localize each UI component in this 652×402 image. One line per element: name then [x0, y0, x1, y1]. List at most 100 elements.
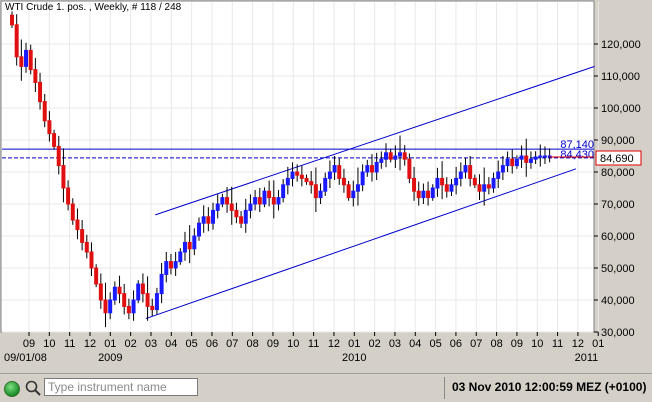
price-level-label-1: 84,430 — [560, 149, 594, 161]
candle-body — [285, 177, 290, 186]
candle-body — [197, 222, 202, 237]
candle-body — [454, 177, 459, 186]
candle-body — [10, 14, 14, 26]
candle-body — [42, 101, 47, 122]
candle-body — [122, 293, 127, 307]
x-tick-label-12: 09 — [267, 338, 279, 350]
candle-body — [206, 216, 211, 224]
candle-body — [103, 299, 108, 314]
candle-body — [154, 293, 159, 311]
candle-body — [491, 177, 496, 189]
y-tick-label-3: 60,000 — [601, 231, 635, 243]
candle-body — [477, 184, 482, 192]
datetime-display: 03 Nov 2010 12:00:59 MEZ (+0100) — [452, 380, 647, 394]
candle-body — [351, 190, 356, 199]
candle-body — [225, 197, 230, 205]
x-tick-label-23: 08 — [490, 338, 502, 350]
x-tick-label-13: 10 — [287, 338, 299, 350]
candle-body — [542, 155, 547, 158]
candle-body — [52, 133, 57, 147]
y-tick-label-8: 110,000 — [601, 71, 640, 83]
candle-body — [112, 286, 117, 301]
candle-body — [262, 190, 267, 205]
x-tick-label-24: 09 — [511, 338, 523, 350]
candle-body — [14, 24, 19, 58]
candle-body — [70, 203, 75, 221]
candle-body — [402, 152, 407, 160]
trend-line-lower — [145, 168, 577, 320]
candle-body — [215, 203, 220, 211]
candle-body — [168, 261, 173, 269]
candle-body — [496, 171, 501, 179]
candle-body — [482, 184, 487, 192]
candle-body — [253, 197, 258, 205]
candle-body — [187, 241, 192, 250]
price-level-label-0: 87,140 — [560, 139, 594, 151]
candle-body — [369, 165, 374, 173]
candle-body — [313, 184, 318, 199]
candle-body — [136, 283, 141, 301]
candle-body — [332, 165, 337, 173]
candle-body — [472, 177, 477, 186]
candle-body — [449, 184, 454, 192]
trend-line-upper — [155, 65, 595, 216]
x-tick-label-28: 01 — [592, 338, 604, 350]
candle-body — [519, 155, 524, 160]
x-tick-label-10: 07 — [226, 338, 238, 350]
x-tick-label-16: 01 — [348, 338, 360, 350]
search-icon[interactable] — [24, 379, 42, 397]
chart-window: 87,140 84,430 30,000 40,000 50,000 60,000 70,… — [0, 0, 652, 373]
candle-body — [538, 155, 543, 158]
candle-body — [271, 197, 276, 205]
x-tick-label-9: 06 — [206, 338, 218, 350]
candle-body — [66, 187, 71, 205]
candle-body — [304, 177, 309, 183]
candle-body — [108, 299, 113, 314]
x-sublabel-1: 2009 — [98, 352, 122, 364]
x-tick-label-25: 10 — [531, 338, 543, 350]
candle-body — [323, 177, 328, 192]
y-tick-label-7: 100,000 — [601, 103, 641, 115]
x-tick-label-14: 11 — [308, 338, 319, 350]
candle-body — [528, 158, 533, 163]
candle-body — [131, 299, 136, 314]
candle-body — [145, 293, 150, 307]
y-tick-label-1: 40,000 — [601, 295, 635, 307]
x-tick-label-0: 09 — [23, 338, 35, 350]
x-tick-label-2: 11 — [64, 338, 75, 350]
y-tick-label-6: 90,000 — [601, 135, 635, 147]
candle-body — [421, 190, 426, 199]
candle-body — [239, 216, 244, 224]
y-tick-label-4: 70,000 — [601, 199, 635, 211]
instrument-search-input[interactable] — [44, 378, 198, 396]
candle-body — [33, 69, 38, 83]
x-tick-label-19: 04 — [409, 338, 421, 350]
candle-body — [309, 181, 314, 186]
x-tick-label-7: 04 — [165, 338, 177, 350]
candle-body — [365, 165, 370, 173]
candle-body — [28, 49, 33, 71]
x-tick-label-27: 12 — [572, 338, 584, 350]
x-tick-label-21: 06 — [450, 338, 462, 350]
candle-body — [182, 241, 187, 253]
x-sublabel-2: 2010 — [342, 352, 366, 364]
candle-body — [56, 145, 61, 167]
candle-body — [463, 165, 468, 173]
candle-body — [444, 184, 449, 192]
candle-body — [281, 184, 286, 199]
candle-body — [514, 158, 519, 167]
candle-body — [360, 171, 365, 186]
candle-body — [388, 152, 393, 160]
candle-body — [290, 171, 295, 179]
candle-body — [393, 155, 398, 160]
candle-body — [94, 267, 99, 285]
x-tick-label-3: 12 — [84, 338, 96, 350]
candle-body — [374, 161, 379, 173]
candle-body — [98, 283, 103, 301]
x-tick-label-15: 12 — [328, 338, 340, 350]
candle-body — [318, 190, 323, 199]
candle-body — [126, 305, 131, 314]
candle-body — [510, 158, 515, 167]
status-bar: 03 Nov 2010 12:00:59 MEZ (+0100) — [0, 373, 652, 402]
